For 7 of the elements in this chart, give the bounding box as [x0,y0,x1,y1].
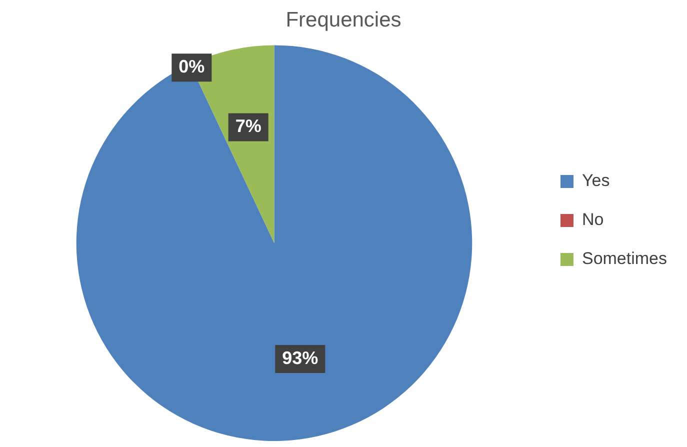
legend-label: Yes [582,171,610,190]
text: 0% [178,56,205,77]
legend-label: No [582,210,604,230]
data-label: 7% [235,116,262,136]
data-label: 93% [282,348,318,368]
chart-title: Frequencies [286,8,402,32]
legend-label: Sometimes [582,249,668,268]
